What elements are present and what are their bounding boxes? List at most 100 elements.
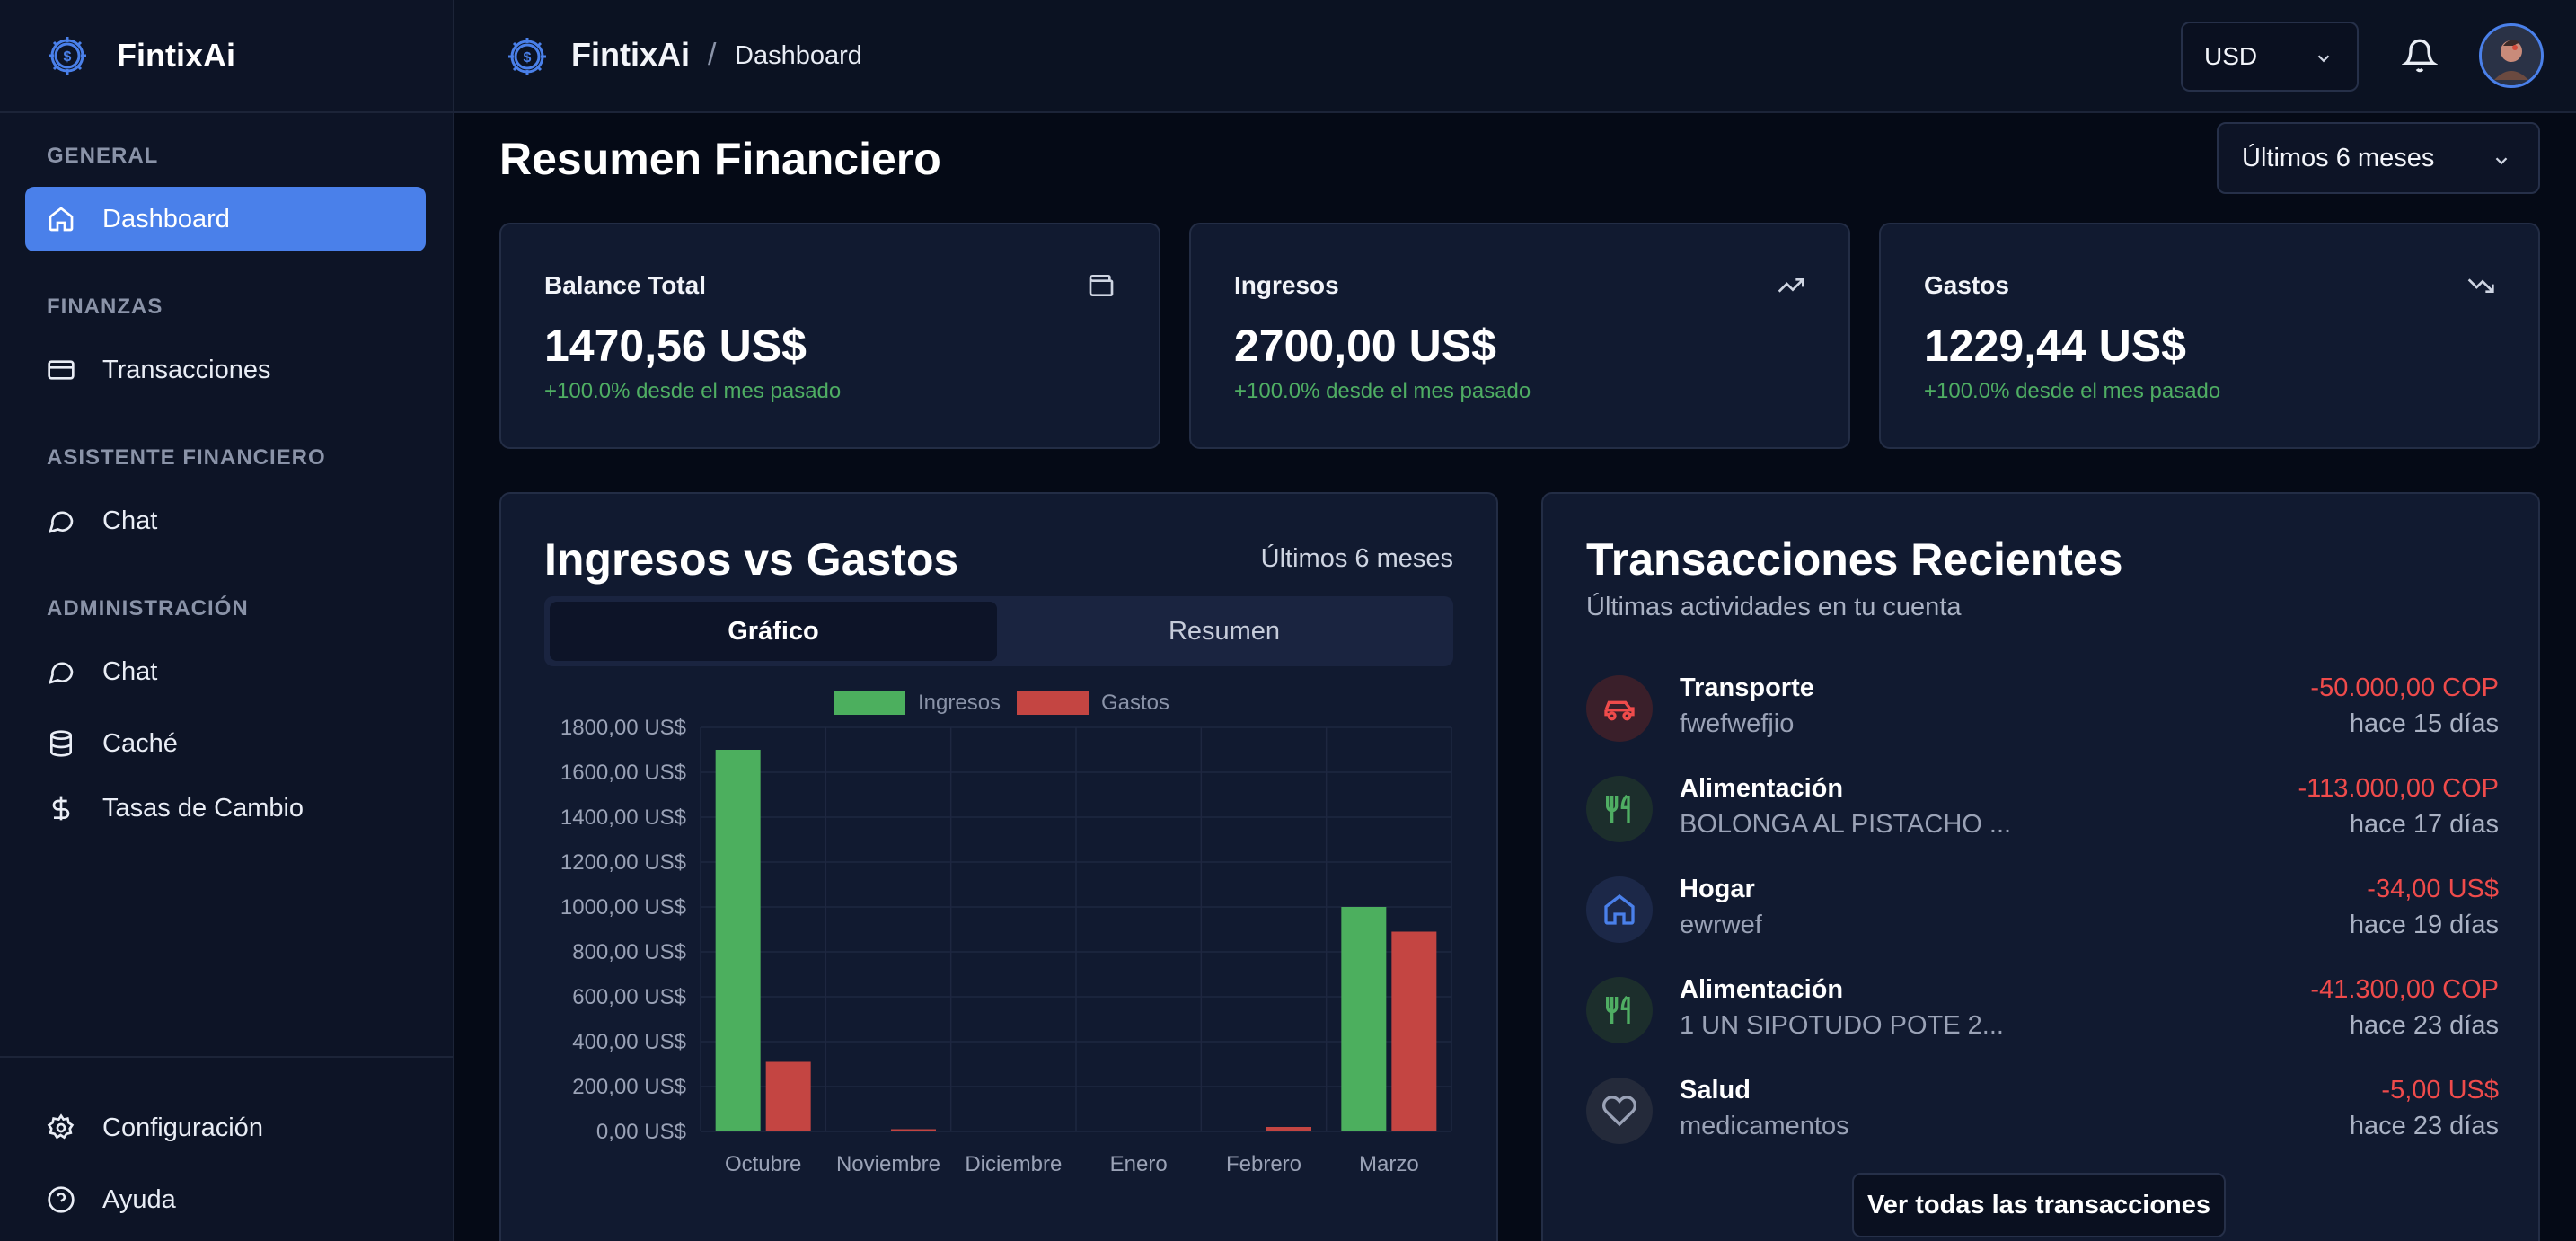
range-select[interactable]: Últimos 6 meses [2217,122,2540,194]
transaction-description: medicamentos [1680,1112,1849,1140]
bar-gastos [1391,931,1437,1131]
chart-tabs: Gráfico Resumen [544,596,1453,666]
trending-down-icon [2467,278,2494,293]
stat-value: 2700,00 US$ [1234,321,1496,371]
user-avatar-icon [2482,26,2541,85]
dollar-icon [52,796,70,821]
stat-value: 1470,56 US$ [544,321,807,371]
stat-value: 1229,44 US$ [1924,321,2186,371]
sidebar-item-chat[interactable]: Chat [25,488,426,553]
wallet-icon [1089,275,1114,296]
transaction-description: ewrwef [1680,911,1762,939]
x-tick-label: Enero [1110,1152,1168,1176]
y-tick-label: 200,00 US$ [572,1075,686,1099]
legend-label: Ingresos [918,691,1001,715]
sidebar-section-asistente: ASISTENTE FINANCIERO [47,445,326,470]
sidebar-item-label: Configuración [102,1113,263,1142]
chevron-down-icon [2495,157,2508,165]
help-circle-icon [48,1186,75,1213]
bar-gastos [765,1061,811,1131]
transaction-row[interactable]: Alimentación 1 UN SIPOTUDO POTE 2... -41… [1586,972,2499,1072]
bell-icon[interactable] [2402,38,2438,74]
sidebar-section-administracion: ADMINISTRACIÓN [47,596,249,620]
tab-resumen[interactable]: Resumen [1168,616,1281,646]
transaction-category: Alimentación [1680,975,1844,1004]
bar-ingresos [715,750,761,1131]
x-tick-label: Octubre [725,1152,801,1176]
sidebar-section-general: GENERAL [47,144,159,168]
y-tick-label: 1600,00 US$ [560,761,686,785]
chart-card: Ingresos vs Gastos Últimos 6 meses Gráfi… [499,492,1498,1241]
tab-grafico[interactable]: Gráfico [550,602,997,661]
transaction-date: hace 19 días [2349,911,2499,939]
heart-icon [1601,1096,1637,1127]
sidebar-item-configuracion[interactable]: Configuración [25,1096,426,1160]
transaction-date: hace 23 días [2349,1112,2499,1140]
gear-logo-icon: $ [49,37,86,75]
stat-delta: +100.0% desde el mes pasado [1924,379,2221,403]
transaction-icon [1586,1078,1653,1144]
home-icon [49,207,74,232]
sidebar-item-dashboard[interactable]: Dashboard [25,187,426,251]
breadcrumb-separator: / [708,38,717,72]
sidebar-item-transacciones[interactable]: Transacciones [25,338,426,402]
sidebar-item-label: Tasas de Cambio [102,793,304,823]
transaction-row[interactable]: Salud medicamentos -5,00 US$ hace 23 día… [1586,1072,2499,1173]
sidebar-item-label: Chat [102,506,158,535]
x-tick-label: Marzo [1359,1152,1419,1176]
transactions-card: Transacciones Recientes Últimas activida… [1541,492,2540,1241]
y-tick-label: 800,00 US$ [572,940,686,964]
header-brand[interactable]: FintixAi [571,36,690,73]
stat-delta: +100.0% desde el mes pasado [1234,379,1531,403]
sidebar-item-label: Transacciones [102,355,271,384]
sidebar: $ FintixAi GENERAL Dashboard FINANZAS Tr… [0,0,454,1241]
home-icon [1604,893,1635,925]
transaction-description: BOLONGA AL PISTACHO ... [1680,810,2012,839]
transaction-row[interactable]: Hogar ewrwef -34,00 US$ hace 19 días [1586,871,2499,972]
sidebar-section-finanzas: FINANZAS [47,295,163,319]
y-tick-label: 0,00 US$ [596,1120,686,1144]
transaction-amount: -5,00 US$ [2381,1076,2499,1105]
x-tick-label: Diciembre [965,1152,1062,1176]
bar-ingresos [1341,907,1387,1131]
sidebar-item-label: Caché [102,728,178,758]
sidebar-brand[interactable]: $ FintixAi [0,0,453,113]
transactions-subtitle: Últimas actividades en tu cuenta [1586,593,1962,621]
sidebar-item-label: Dashboard [102,204,230,233]
bar-gastos [891,1129,936,1131]
y-tick-label: 600,00 US$ [572,985,686,1009]
transactions-list: Transporte fwefwefjio -50.000,00 COP hac… [1586,670,2499,1173]
see-all-transactions-button[interactable]: Ver todas las transacciones [1852,1173,2226,1237]
currency-select[interactable]: USD [2181,22,2359,92]
breadcrumb-current: Dashboard [735,41,862,70]
transaction-date: hace 15 días [2349,709,2499,738]
transaction-icon [1586,776,1653,842]
database-icon [50,730,72,757]
y-tick-label: 1000,00 US$ [560,895,686,920]
stat-label: Gastos [1924,271,2009,299]
currency-value: USD [2204,42,2258,70]
car-icon [1604,700,1635,721]
transaction-description: fwefwefjio [1680,709,1795,738]
legend-swatch [1017,691,1089,715]
avatar[interactable] [2479,23,2544,88]
sidebar-item-tasas[interactable]: Tasas de Cambio [25,776,426,841]
utensils-icon [1606,995,1630,1024]
y-tick-label: 1400,00 US$ [560,805,686,830]
sidebar-item-admin-chat[interactable]: Chat [25,639,426,704]
transaction-date: hace 23 días [2349,1011,2499,1040]
transaction-category: Alimentación [1680,774,1844,803]
transaction-icon [1586,876,1653,943]
transaction-category: Transporte [1680,673,1814,702]
chart-card-title: Ingresos vs Gastos [544,534,959,585]
transaction-row[interactable]: Transporte fwefwefjio -50.000,00 COP hac… [1586,670,2499,770]
sidebar-item-ayuda[interactable]: Ayuda [25,1167,426,1232]
utensils-icon [1606,794,1630,823]
chat-bubble-icon [49,511,74,533]
transaction-amount: -50.000,00 COP [2310,673,2499,702]
transaction-row[interactable]: Alimentación BOLONGA AL PISTACHO ... -11… [1586,770,2499,871]
sidebar-item-cache[interactable]: Caché [25,711,426,776]
range-select-value: Últimos 6 meses [2242,143,2435,172]
stat-card-balance: Balance Total 1470,56 US$ +100.0% desde … [499,223,1160,449]
sidebar-item-label: Chat [102,656,158,686]
